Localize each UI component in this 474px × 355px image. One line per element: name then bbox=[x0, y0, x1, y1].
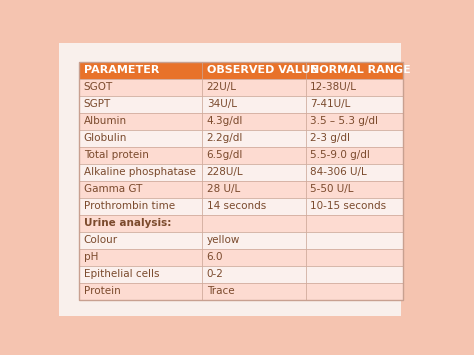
Bar bbox=[306, 62, 403, 79]
Text: Alkaline phosphatase: Alkaline phosphatase bbox=[84, 167, 196, 177]
Text: 4.3g/dl: 4.3g/dl bbox=[207, 116, 243, 126]
Bar bbox=[80, 164, 202, 181]
Text: 7-41U/L: 7-41U/L bbox=[310, 99, 351, 109]
Text: yellow: yellow bbox=[207, 235, 240, 245]
Bar bbox=[306, 198, 403, 215]
Text: Total protein: Total protein bbox=[84, 150, 149, 160]
Text: SGPT: SGPT bbox=[84, 99, 111, 109]
Bar bbox=[202, 248, 306, 266]
Bar bbox=[80, 62, 202, 79]
Bar bbox=[202, 181, 306, 198]
Bar bbox=[80, 79, 202, 96]
Bar bbox=[306, 113, 403, 130]
Bar bbox=[306, 181, 403, 198]
Bar bbox=[80, 198, 202, 215]
Bar bbox=[306, 130, 403, 147]
Text: 6.5g/dl: 6.5g/dl bbox=[207, 150, 243, 160]
Bar bbox=[202, 266, 306, 283]
Bar bbox=[202, 198, 306, 215]
Text: pH: pH bbox=[84, 252, 98, 262]
Text: 2-3 g/dl: 2-3 g/dl bbox=[310, 133, 350, 143]
Text: Albumin: Albumin bbox=[84, 116, 127, 126]
Text: Globulin: Globulin bbox=[84, 133, 127, 143]
Bar bbox=[306, 79, 403, 96]
Bar bbox=[202, 113, 306, 130]
Bar bbox=[80, 248, 202, 266]
Text: 5-50 U/L: 5-50 U/L bbox=[310, 184, 354, 194]
Text: OBSERVED VALUE: OBSERVED VALUE bbox=[207, 65, 318, 75]
Bar bbox=[202, 79, 306, 96]
Text: 5.5-9.0 g/dl: 5.5-9.0 g/dl bbox=[310, 150, 370, 160]
Text: 6.0: 6.0 bbox=[207, 252, 223, 262]
Bar bbox=[202, 215, 306, 231]
Bar bbox=[306, 266, 403, 283]
Bar bbox=[80, 62, 403, 300]
Text: 14 seconds: 14 seconds bbox=[207, 201, 266, 211]
Text: 28 U/L: 28 U/L bbox=[207, 184, 240, 194]
Text: NORMAL RANGE: NORMAL RANGE bbox=[310, 65, 411, 75]
Bar bbox=[306, 96, 403, 113]
Bar bbox=[306, 147, 403, 164]
Bar bbox=[202, 231, 306, 248]
Bar bbox=[80, 147, 202, 164]
Bar bbox=[202, 164, 306, 181]
Bar bbox=[80, 130, 202, 147]
Bar bbox=[202, 147, 306, 164]
Bar bbox=[202, 130, 306, 147]
Bar bbox=[80, 283, 202, 300]
Text: 10-15 seconds: 10-15 seconds bbox=[310, 201, 386, 211]
Bar bbox=[306, 283, 403, 300]
Text: Urine analysis:: Urine analysis: bbox=[84, 218, 171, 228]
Text: 34U/L: 34U/L bbox=[207, 99, 237, 109]
Bar bbox=[306, 164, 403, 181]
Bar bbox=[80, 181, 202, 198]
Text: 0-2: 0-2 bbox=[207, 269, 224, 279]
Bar bbox=[80, 266, 202, 283]
Text: 228U/L: 228U/L bbox=[207, 167, 243, 177]
Bar bbox=[80, 96, 202, 113]
Text: 3.5 – 5.3 g/dl: 3.5 – 5.3 g/dl bbox=[310, 116, 378, 126]
Text: Gamma GT: Gamma GT bbox=[84, 184, 142, 194]
Text: 84-306 U/L: 84-306 U/L bbox=[310, 167, 367, 177]
Bar bbox=[80, 231, 202, 248]
Text: Epithelial cells: Epithelial cells bbox=[84, 269, 159, 279]
Text: PARAMETER: PARAMETER bbox=[84, 65, 159, 75]
Bar bbox=[202, 283, 306, 300]
Text: Prothrombin time: Prothrombin time bbox=[84, 201, 175, 211]
Bar bbox=[306, 248, 403, 266]
Text: 12-38U/L: 12-38U/L bbox=[310, 82, 357, 92]
Bar bbox=[306, 215, 403, 231]
Bar bbox=[80, 215, 202, 231]
Text: 2.2g/dl: 2.2g/dl bbox=[207, 133, 243, 143]
Text: SGOT: SGOT bbox=[84, 82, 113, 92]
Text: Colour: Colour bbox=[84, 235, 118, 245]
Bar bbox=[80, 113, 202, 130]
Bar bbox=[306, 231, 403, 248]
Text: Trace: Trace bbox=[207, 286, 234, 296]
Text: Protein: Protein bbox=[84, 286, 120, 296]
Bar bbox=[202, 62, 306, 79]
Bar bbox=[202, 96, 306, 113]
Text: 22U/L: 22U/L bbox=[207, 82, 237, 92]
